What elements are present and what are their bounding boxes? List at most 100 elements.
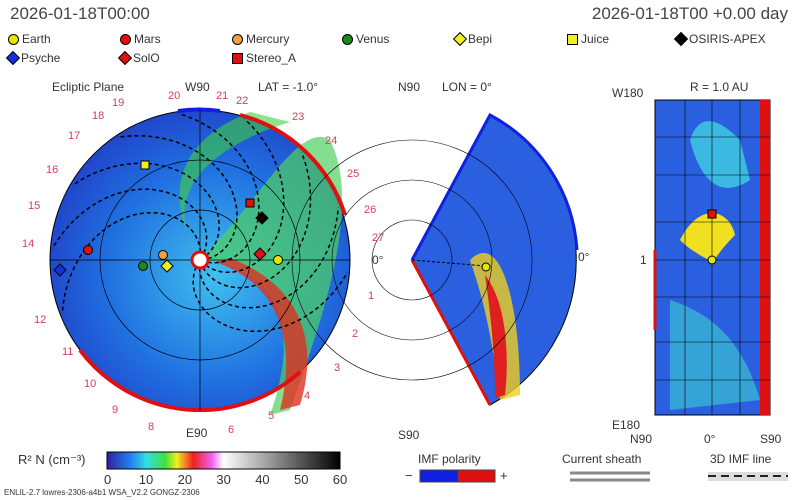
legend-item: Juice	[567, 32, 609, 46]
sector-label: 24	[325, 135, 338, 147]
sector-label: 25	[347, 168, 360, 180]
imf-line	[202, 152, 312, 289]
meridional-panel	[291, 112, 579, 406]
sector-label: 19	[112, 97, 125, 109]
legend-label: Venus	[356, 32, 390, 46]
legend-item: Psyche	[5, 50, 61, 66]
legend-label: SolO	[133, 51, 160, 65]
sector-label: 15	[28, 200, 41, 212]
ecliptic-title: Ecliptic Plane	[52, 80, 125, 94]
lon-label: LON = 0°	[442, 80, 492, 94]
lat-label: LAT = -1.0°	[258, 80, 319, 94]
legend-label: Earth	[22, 32, 51, 46]
sector-label: 1	[368, 290, 375, 302]
colorbar-tick: 20	[177, 472, 193, 487]
sector-label: 26	[364, 204, 377, 216]
sector-label: 14	[22, 238, 35, 250]
legend-item: Venus	[342, 32, 389, 46]
legend-item: OSIRIS-APEX	[673, 31, 766, 47]
legend-item: Bepi	[452, 31, 493, 47]
circle-marker-icon	[342, 33, 353, 45]
imf-minus: −	[405, 468, 413, 483]
imf-polarity-label: IMF polarity	[418, 452, 481, 466]
square-marker-icon	[567, 33, 578, 45]
stereo_a-marker	[245, 198, 255, 208]
legend-label: Stereo_A	[246, 51, 297, 65]
w90-label: W90	[185, 80, 210, 94]
imf-line	[51, 188, 208, 254]
sector-label: 22	[236, 95, 249, 107]
circle-marker-icon	[232, 33, 243, 45]
sector-label: 23	[292, 111, 305, 123]
sector-label: 21	[216, 90, 229, 102]
bepi-marker	[160, 259, 174, 273]
colorbar-tick: 30	[216, 472, 231, 487]
legend-label: Bepi	[468, 32, 493, 46]
radius-label: R = 1.0 AU	[690, 80, 749, 94]
psyche-marker	[53, 263, 67, 277]
solo-marker	[253, 247, 267, 261]
legend-label: Psyche	[21, 51, 61, 65]
sector-label: 8	[148, 421, 155, 433]
imf-line	[61, 211, 202, 314]
e180-label: E180	[612, 418, 641, 432]
legend-item: Mercury	[232, 32, 289, 46]
mercury-marker	[158, 250, 168, 260]
colorbar-label: R² N (cm⁻³)	[18, 452, 86, 467]
sector-label: 20	[168, 90, 181, 102]
sector-label: 10	[84, 378, 97, 390]
colorbar	[106, 451, 341, 470]
juice-marker	[140, 160, 150, 170]
radial-1-label: 1	[640, 253, 647, 267]
colorbar-tick: 0	[104, 472, 112, 487]
radial-n90: N90	[630, 432, 653, 446]
sector-label: 5	[268, 410, 275, 422]
ecliptic-plane-panel	[49, 107, 351, 415]
w180-label: W180	[612, 86, 644, 100]
meridional-0-label: 0°	[578, 250, 590, 264]
osiris-apex-marker	[255, 211, 269, 225]
radial-s90: S90	[760, 432, 782, 446]
circle-marker-icon	[8, 33, 19, 45]
current-sheath-label: Current sheath	[562, 452, 642, 466]
sun-icon	[190, 250, 210, 270]
venus-marker	[138, 261, 148, 271]
ecliptic-0-label: 0°	[372, 253, 384, 267]
imf-line	[117, 135, 238, 260]
sector-label: 3	[334, 362, 341, 374]
radial-panel	[653, 99, 771, 416]
legend-label: Mercury	[246, 32, 290, 46]
sector-label: 11	[62, 346, 74, 358]
legend-item: Mars	[120, 32, 161, 46]
legend-label: Juice	[581, 32, 610, 46]
elapsed-time: 2026-01-18T00 +0.00 day	[591, 4, 788, 23]
sector-label: 17	[68, 130, 81, 142]
n90-label: N90	[398, 80, 421, 94]
sector-label: 9	[112, 404, 119, 416]
imf-line-label: 3D IMF line	[710, 452, 772, 466]
imf-plus: +	[500, 468, 508, 483]
timestamp: 2026-01-18T00:00	[10, 4, 150, 23]
legend-label: Mars	[134, 32, 161, 46]
imf-line	[178, 112, 260, 264]
colorbar-tick: 10	[138, 472, 154, 487]
legend-item: Stereo_A	[232, 51, 296, 65]
legend-item: SolO	[117, 50, 160, 66]
sector-label: 12	[34, 314, 47, 326]
circle-marker-icon	[120, 33, 131, 45]
imf-line	[192, 266, 349, 332]
legend-item: Earth	[8, 32, 51, 46]
sector-label: 4	[304, 390, 311, 402]
mars-marker	[83, 245, 93, 255]
earth-marker	[273, 255, 283, 265]
square-marker-icon	[232, 52, 243, 64]
sector-label: 16	[46, 164, 59, 176]
sector-label: 2	[352, 328, 359, 340]
legend-label: OSIRIS-APEX	[689, 32, 766, 46]
model-info: ENLIL-2.7 lowres-2306-a4b1 WSA_V2.2 GONG…	[4, 488, 200, 497]
e90-label: E90	[186, 426, 208, 440]
sector-label: 6	[228, 424, 235, 436]
sector-label: 18	[92, 110, 105, 122]
colorbar-tick: 60	[332, 472, 348, 487]
